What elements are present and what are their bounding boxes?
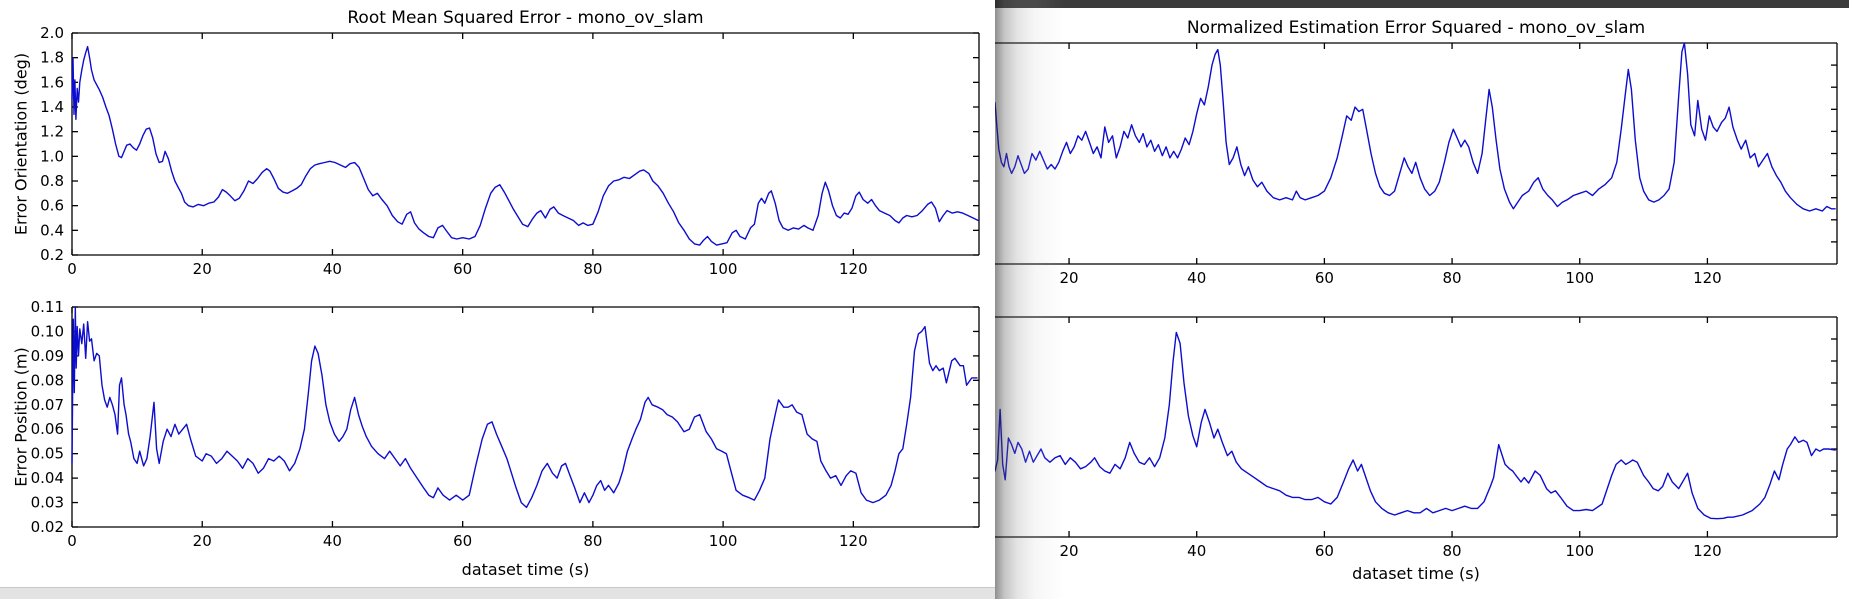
svg-text:60: 60 [453,532,472,550]
svg-text:120: 120 [839,260,868,278]
svg-text:0.8: 0.8 [40,172,64,190]
svg-text:60: 60 [453,260,472,278]
svg-text:0.06: 0.06 [31,420,64,438]
svg-text:0.05: 0.05 [31,445,64,463]
x-axis-label-right: dataset time (s) [1352,564,1480,583]
svg-text:1.0: 1.0 [40,147,64,165]
svg-text:1.6: 1.6 [40,73,64,91]
svg-text:0.03: 0.03 [31,494,64,512]
svg-text:0.2: 0.2 [40,246,64,264]
svg-text:40: 40 [323,532,342,550]
svg-text:1.4: 1.4 [40,98,64,116]
error-position-plot: 0 20 40 60 80 100 120 0.02 0.03 0.04 0.05 0.06 0.07 0… [31,298,980,550]
svg-text:80: 80 [1443,269,1462,287]
svg-text:80: 80 [583,532,602,550]
svg-text:0.07: 0.07 [31,396,64,414]
error-orientation-plot: 0 20 40 60 80 100 120 0.2 0.4 0.6 0.8 1.0 1.2 1.4 1.6 1… [40,24,980,278]
svg-text:20: 20 [193,532,212,550]
svg-text:40: 40 [323,260,342,278]
window-top-bar [995,0,1849,8]
svg-text:0: 0 [67,532,77,550]
x-axis-label-left: dataset time (s) [461,560,590,579]
svg-text:20: 20 [1060,269,1079,287]
svg-text:20: 20 [193,260,212,278]
svg-text:80: 80 [1443,542,1462,560]
svg-text:0.6: 0.6 [40,197,64,215]
svg-text:0.4: 0.4 [40,221,64,239]
y-axis-label-error-position: Error Position (m) [11,347,31,487]
svg-text:120: 120 [1693,269,1722,287]
svg-text:0.08: 0.08 [31,371,64,389]
svg-text:60: 60 [1315,269,1334,287]
svg-text:20: 20 [1060,542,1079,560]
svg-text:100: 100 [709,532,738,550]
svg-text:1.2: 1.2 [40,123,64,141]
desktop-strip [0,587,995,599]
figure-window-nees[interactable]: Normalized Estimation Error Squared - mo… [995,0,1849,599]
svg-text:0.10: 0.10 [31,322,64,340]
svg-text:40: 40 [1187,542,1206,560]
nees-position-plot: 20 40 60 80 100 120 [995,316,1838,560]
svg-text:1.8: 1.8 [40,49,64,67]
svg-text:2.0: 2.0 [40,24,64,42]
plot-title-rmse: Root Mean Squared Error - mono_ov_slam [347,8,704,28]
svg-text:0.04: 0.04 [31,469,64,487]
svg-text:100: 100 [709,260,738,278]
svg-text:120: 120 [1693,542,1722,560]
svg-text:0: 0 [67,260,77,278]
svg-text:40: 40 [1187,269,1206,287]
svg-text:120: 120 [839,532,868,550]
svg-text:100: 100 [1565,269,1594,287]
svg-text:60: 60 [1315,542,1334,560]
nees-orientation-plot: 20 40 60 80 100 120 [995,42,1838,287]
svg-text:0.11: 0.11 [31,298,64,316]
svg-text:100: 100 [1565,542,1594,560]
svg-text:80: 80 [583,260,602,278]
plot-title-nees: Normalized Estimation Error Squared - mo… [1186,18,1646,38]
y-axis-label-error-orientation: Error Orientation (deg) [11,52,31,236]
figure-window-rmse[interactable]: Root Mean Squared Error - mono_ov_slam E… [0,0,995,587]
svg-text:0.09: 0.09 [31,347,64,365]
svg-text:0.02: 0.02 [31,518,64,536]
